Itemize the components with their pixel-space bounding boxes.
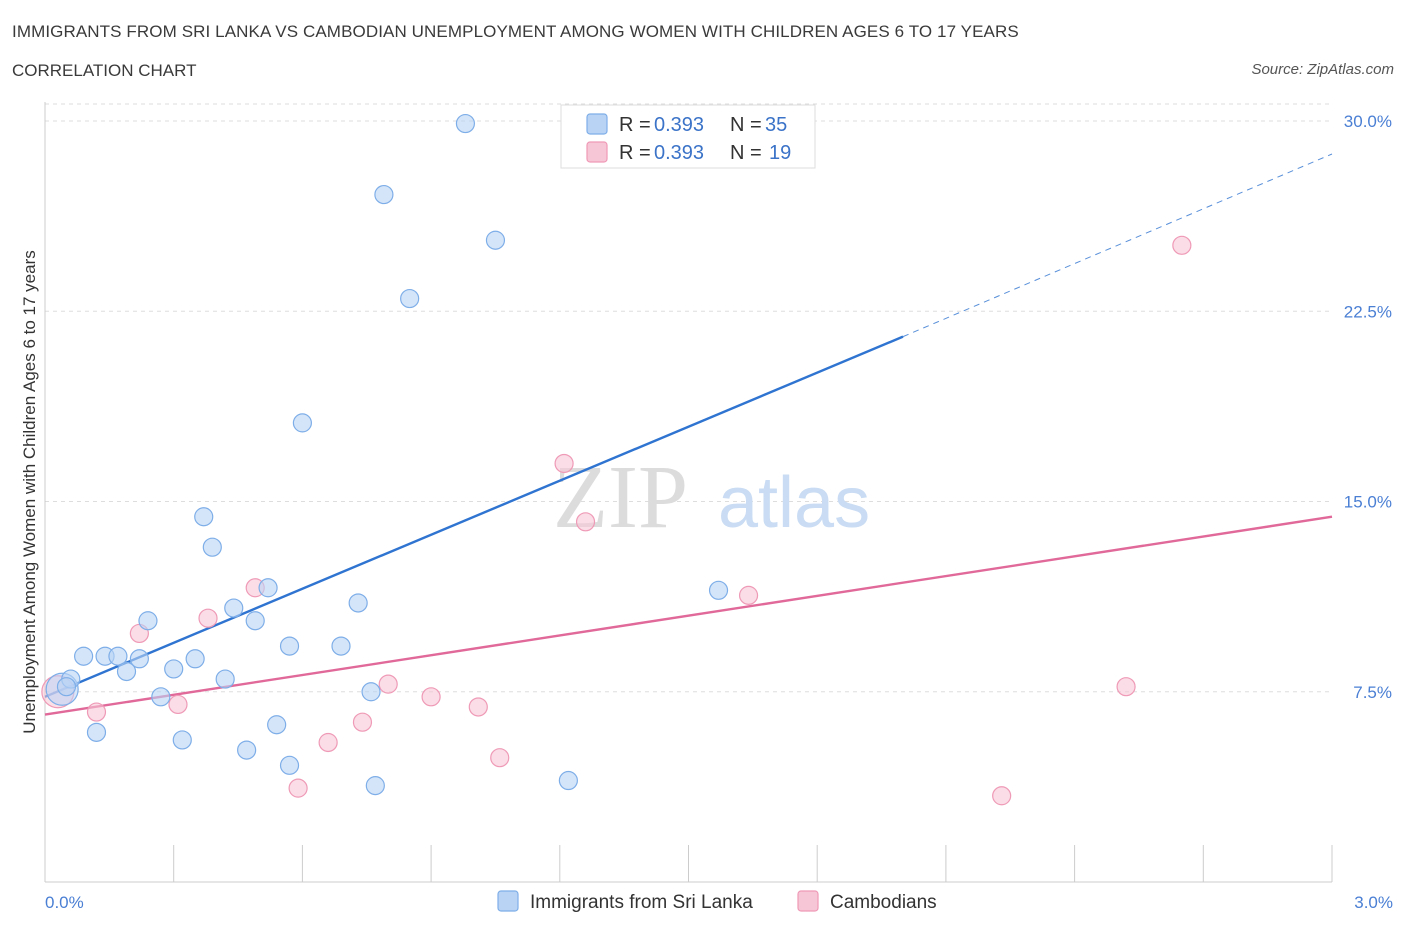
cambodians-point: [318, 732, 338, 753]
cambodians-point: [288, 778, 308, 798]
sri-lanka-point: [485, 230, 506, 250]
trend-line-sri-lanka-extension: [902, 153, 1333, 338]
sri-lanka-point: [279, 755, 300, 775]
cambodians-point: [378, 674, 398, 694]
sri-lanka-point: [56, 677, 77, 697]
legend-r-label-1: R =: [619, 114, 651, 136]
cambodians-point: [554, 453, 574, 474]
legend-r-value-1: 0.393: [654, 114, 704, 136]
chart-title: IMMIGRANTS FROM SRI LANKA VS CAMBODIAN U…: [12, 22, 1019, 41]
series-legend: Immigrants from Sri Lanka Cambodians: [497, 890, 937, 913]
cambodians-point: [490, 748, 510, 768]
x-ticks: [44, 845, 1333, 882]
sri-lanka-point: [116, 661, 137, 682]
sri-lanka-point: [374, 184, 394, 205]
y-tick-label: 30.0%: [1344, 112, 1392, 131]
sri-lanka-point: [348, 593, 368, 613]
sri-lanka-point: [185, 649, 205, 669]
sri-lanka-point: [331, 636, 351, 656]
legend-swatch-blue: [586, 113, 608, 135]
sri-lanka-point: [558, 770, 578, 791]
series-legend-label-cambodians: Cambodians: [830, 892, 937, 913]
correlation-legend: R = 0.393 N = 35 R = 0.393 N = 19: [560, 104, 816, 169]
sri-lanka-point: [361, 682, 381, 702]
sri-lanka-point: [267, 715, 287, 735]
watermark: ZIP atlas: [553, 448, 870, 547]
cambodians-point: [1116, 677, 1136, 697]
sri-lanka-point: [292, 413, 312, 433]
sri-lanka-point: [237, 740, 257, 760]
sri-lanka-point: [215, 669, 235, 689]
sri-lanka-point: [224, 598, 244, 618]
watermark-zip: ZIP: [553, 448, 688, 547]
x-tick-labels: 0.0% 3.0%: [45, 893, 1393, 912]
legend-n-label-2: N =: [730, 142, 762, 164]
watermark-atlas: atlas: [718, 463, 870, 543]
y-tick-label: 22.5%: [1344, 302, 1392, 321]
sri-lanka-point: [108, 646, 128, 666]
cambodians-point: [352, 712, 373, 732]
sri-lanka-point: [245, 611, 265, 631]
y-tick-labels: 7.5% 15.0% 22.5% 30.0%: [1344, 112, 1392, 702]
sri-lanka-points: [45, 113, 729, 796]
x-tick-label: 0.0%: [45, 893, 84, 912]
sri-lanka-point: [365, 776, 385, 796]
sri-lanka-point: [202, 537, 222, 557]
sri-lanka-point: [455, 113, 476, 134]
sri-lanka-point: [258, 578, 278, 598]
sri-lanka-point: [86, 722, 107, 742]
legend-r-value-2: 0.393: [654, 142, 704, 164]
cambodians-point: [86, 702, 107, 722]
cambodians-point: [575, 512, 596, 532]
sri-lanka-point: [164, 659, 184, 679]
legend-n-value-2: 19: [769, 142, 791, 164]
series-legend-swatch-blue: [497, 890, 519, 912]
sri-lanka-point: [708, 580, 729, 600]
axes: [44, 102, 1332, 883]
sri-lanka-point: [400, 288, 420, 309]
cambodians-point: [421, 687, 441, 707]
chart-subtitle: CORRELATION CHART: [12, 61, 197, 80]
legend-swatch-pink: [586, 141, 608, 163]
series-legend-swatch-pink: [797, 890, 819, 912]
sri-lanka-point: [172, 730, 192, 750]
legend-n-value-1: 35: [765, 114, 787, 136]
trend-line-cambodians: [44, 515, 1333, 716]
trend-line-sri-lanka: [44, 335, 904, 698]
chart-source: Source: ZipAtlas.com: [1251, 61, 1394, 78]
sri-lanka-point: [129, 649, 149, 669]
sri-lanka-point: [279, 636, 300, 656]
cambodians-point: [168, 694, 188, 715]
trend-lines: [44, 153, 1333, 716]
sri-lanka-point: [74, 646, 94, 666]
cambodians-point: [468, 697, 488, 717]
sri-lanka-point: [194, 507, 214, 527]
sri-lanka-point: [151, 687, 171, 707]
cambodians-point: [738, 585, 759, 605]
sri-lanka-point: [138, 611, 158, 631]
y-axis-label: Unemployment Among Women with Children A…: [20, 250, 39, 734]
y-tick-label: 15.0%: [1344, 493, 1392, 512]
legend-n-label-1: N =: [730, 114, 762, 136]
cambodians-point: [992, 786, 1012, 806]
cambodians-point: [198, 608, 218, 628]
y-tick-label: 7.5%: [1353, 683, 1392, 702]
x-tick-label: 3.0%: [1354, 893, 1393, 912]
cambodians-point: [1172, 235, 1192, 255]
series-legend-label-sri-lanka: Immigrants from Sri Lanka: [530, 892, 753, 913]
legend-r-label-2: R =: [619, 142, 651, 164]
